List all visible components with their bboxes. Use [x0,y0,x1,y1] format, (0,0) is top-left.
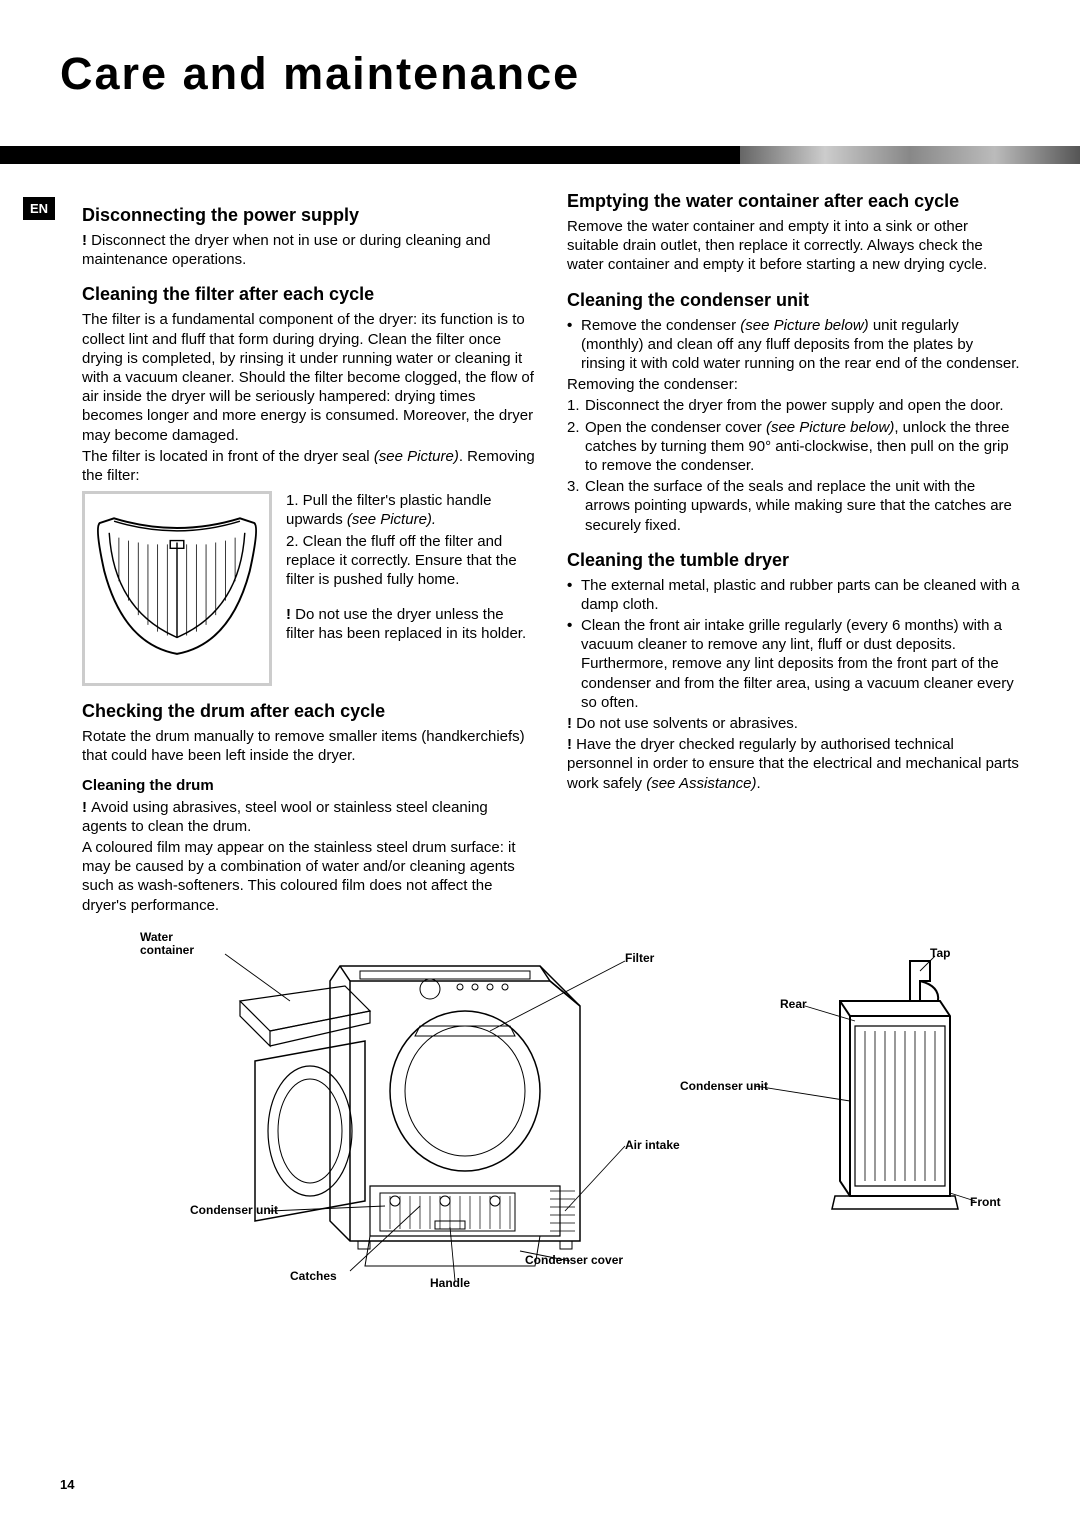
section-heading: Checking the drum after each cycle [82,700,535,723]
diagram-label: Condenser unit [680,1079,768,1093]
page-title: Care and maintenance [60,48,1020,100]
section-heading: Disconnecting the power supply [82,204,535,227]
subsection-heading: Cleaning the drum [82,776,535,795]
section-heading: Emptying the water container after each … [567,190,1020,213]
dryer-diagram: Water container Filter Air intake Conden… [60,931,1020,1301]
diagram-label: Catches [290,1269,337,1283]
body-text: A coloured film may appear on the stainl… [82,838,535,915]
body-text: The filter is located in front of the dr… [82,447,535,485]
filter-steps: 1. Pull the filter's plastic handle upwa… [286,491,535,686]
diagram-label: Condenser unit [190,1203,278,1217]
diagram-label: Filter [625,951,654,965]
filter-illustration [82,491,272,686]
bullet-item: The external metal, plastic and rubber p… [567,576,1020,614]
bullet-item: Remove the condenser (see Picture below)… [567,316,1020,374]
warning-text: Have the dryer checked regularly by auth… [567,735,1020,793]
warning-text: Do not use solvents or abrasives. [567,714,1020,733]
diagram-label: Water container [140,931,210,957]
body-text: Rotate the drum manually to remove small… [82,727,535,765]
diagram-label: Condenser cover [525,1253,623,1267]
left-column: Disconnecting the power supply Disconnec… [82,190,535,917]
diagram-label: Rear [780,997,807,1011]
numbered-item: 1.Disconnect the dryer from the power su… [567,396,1020,415]
right-column: Emptying the water container after each … [567,190,1020,917]
section-heading: Cleaning the filter after each cycle [82,283,535,306]
warning-text: Disconnect the dryer when not in use or … [82,231,535,269]
numbered-item: 3.Clean the surface of the seals and rep… [567,477,1020,535]
diagram-label: Air intake [625,1138,680,1152]
body-text: The filter is a fundamental component of… [82,310,535,444]
warning-text: Avoid using abrasives, steel wool or sta… [82,798,535,836]
language-tab: EN [23,197,55,220]
body-text: Removing the condenser: [567,375,1020,394]
section-heading: Cleaning the condenser unit [567,289,1020,312]
diagram-label: Handle [430,1276,470,1290]
diagram-label: Tap [930,946,950,960]
section-heading: Cleaning the tumble dryer [567,549,1020,572]
numbered-item: 2.Open the condenser cover (see Picture … [567,418,1020,476]
divider-bar [0,146,1080,164]
body-text: Remove the water container and empty it … [567,217,1020,275]
bullet-item: Clean the front air intake grille regula… [567,616,1020,712]
diagram-label: Front [970,1195,1001,1209]
page-number: 14 [60,1477,74,1492]
